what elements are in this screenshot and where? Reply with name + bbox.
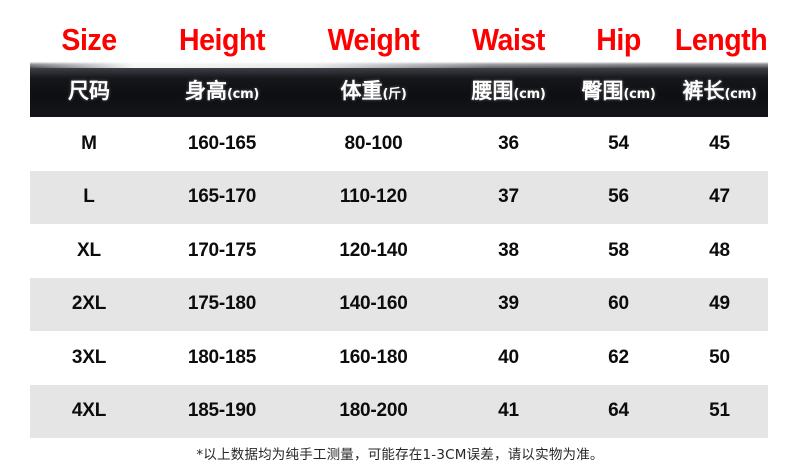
cell-size: L [83,186,95,208]
cell-weight: 140-160 [339,293,408,315]
header-cn-waist-unit: (cm) [513,86,546,102]
cell-height: 180-185 [187,346,257,368]
cell-height: 170-175 [187,239,257,261]
cell-weight: 160-180 [339,346,408,368]
header-cn-hip-label: 臀围 [581,78,624,103]
cell-waist: 40 [498,346,519,368]
header-cn-weight-unit: (斤) [382,86,407,102]
cell-waist: 37 [498,186,519,208]
cell-length: 50 [709,346,730,368]
header-cn-weight-label: 体重 [340,78,383,103]
table-row: 2XL 175-180 140-160 39 60 49 [30,277,768,331]
table-row: XL 170-175 120-140 38 58 48 [30,224,768,278]
header-en-weight: Weight [327,21,420,57]
cell-height: 165-170 [187,186,257,208]
cell-hip: 62 [608,346,629,368]
header-cn-size: 尺码 [30,75,148,105]
header-cn-hip-unit: (cm) [623,86,656,102]
cell-hip: 60 [608,293,629,315]
header-cn-height-label: 身高 [185,78,228,103]
header-cn-waist: 腰围(cm) [451,75,566,105]
cell-waist: 36 [498,132,519,154]
table-row: L 165-170 110-120 37 56 47 [30,170,768,224]
cell-weight: 120-140 [339,239,408,261]
measurement-footnote: *以上数据均为纯手工测量，可能存在1-3CM误差，请以实物为准。 [196,447,604,463]
cell-length: 51 [709,400,730,422]
header-en-hip: Hip [596,21,641,57]
cell-size: 4XL [71,400,107,422]
header-cn-weight: 体重(斤) [296,75,451,105]
cell-length: 47 [709,186,730,208]
header-cn-size-label: 尺码 [68,78,110,103]
cell-hip: 54 [608,132,629,154]
cell-hip: 56 [608,186,629,208]
table-row: M 160-165 80-100 36 54 45 [30,117,768,171]
header-cn-waist-label: 腰围 [471,78,514,103]
cell-weight: 110-120 [339,186,408,208]
cell-size: M [81,132,97,154]
size-table-body: M 160-165 80-100 36 54 45 L 165-170 110-120 37 56 4… [30,117,768,438]
header-en-waist: Waist [472,21,545,57]
english-header-row: Size Height Weight Waist Hip Length [30,18,768,60]
header-cn-hip: 臀围(cm) [566,75,671,105]
header-en-size: Size [61,21,117,57]
cell-length: 48 [709,239,730,261]
cell-size: XL [77,239,101,261]
header-cn-height-unit: (cm) [227,86,259,102]
cell-height: 160-165 [187,132,257,154]
header-cn-length: 裤长(cm) [671,75,768,105]
header-cn-length-label: 裤长 [682,78,725,103]
cell-size: 3XL [71,346,107,368]
cell-waist: 41 [498,400,519,422]
header-cn-height: 身高(cm) [148,75,296,105]
cell-weight: 180-200 [339,400,408,422]
cell-height: 185-190 [187,400,257,422]
header-en-height: Height [179,21,265,57]
table-row: 3XL 180-185 160-180 40 62 50 [30,331,768,385]
cell-length: 49 [709,293,730,315]
table-row: 4XL 185-190 180-200 41 64 51 [30,384,768,438]
cell-size: 2XL [71,293,107,315]
cell-waist: 39 [498,293,519,315]
cell-height: 175-180 [187,293,257,315]
cell-weight: 80-100 [344,132,403,154]
cell-hip: 58 [608,239,629,261]
cell-waist: 38 [498,239,519,261]
cell-hip: 64 [608,400,629,422]
header-en-length: Length [674,21,768,57]
header-cn-length-unit: (cm) [724,86,757,102]
cell-length: 45 [709,132,730,154]
chinese-header-bar: 尺码 身高(cm) 体重(斤) 腰围(cm) 臀围(cm) 裤长(cm) [30,62,768,117]
